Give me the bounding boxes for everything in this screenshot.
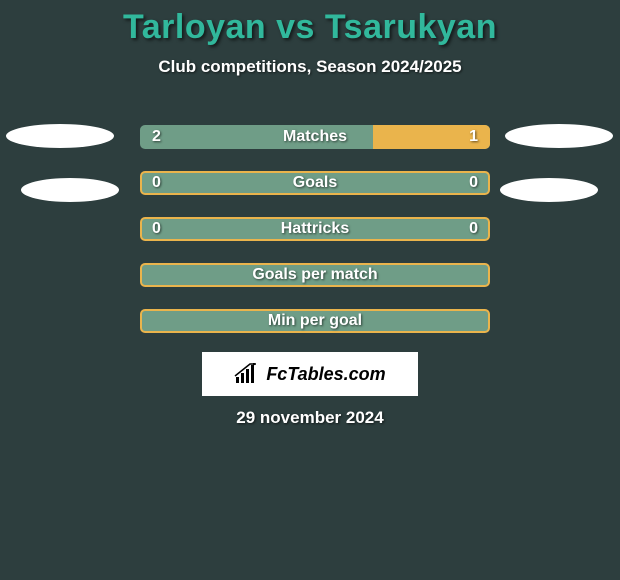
stat-bar-track <box>140 309 490 333</box>
stat-row: Goals per match <box>0 263 620 309</box>
page-title: Tarloyan vs Tsarukyan <box>0 0 620 47</box>
subtitle: Club competitions, Season 2024/2025 <box>0 57 620 77</box>
stat-bar-track <box>140 263 490 287</box>
stat-bar-fill <box>373 125 490 149</box>
stat-rows: Matches21Goals00Hattricks00Goals per mat… <box>0 125 620 355</box>
stat-row: Matches21 <box>0 125 620 171</box>
chart-icon <box>234 363 260 385</box>
stat-bar-track <box>140 171 490 195</box>
stat-row: Min per goal <box>0 309 620 355</box>
source-logo: FcTables.com <box>202 352 418 396</box>
stat-bar-track <box>140 217 490 241</box>
source-logo-text: FcTables.com <box>266 364 385 385</box>
stat-row: Hattricks00 <box>0 217 620 263</box>
comparison-card: Tarloyan vs Tsarukyan Club competitions,… <box>0 0 620 580</box>
date-label: 29 november 2024 <box>0 408 620 428</box>
stat-row: Goals00 <box>0 171 620 217</box>
